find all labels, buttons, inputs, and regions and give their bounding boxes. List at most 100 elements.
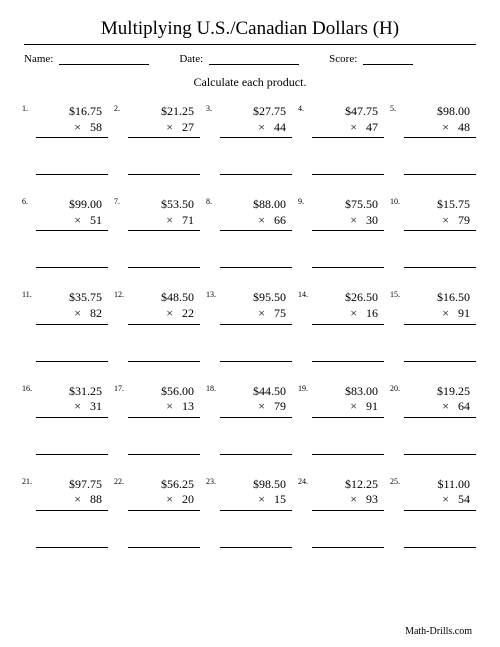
page-title: Multiplying U.S./Canadian Dollars (H) [24, 18, 476, 40]
problem-number: 7. [114, 197, 120, 207]
multiplier-row: × 54 [404, 492, 476, 508]
problem-rule [404, 510, 476, 511]
answer-line[interactable] [312, 454, 384, 455]
multiplicand: $21.25 [128, 104, 200, 120]
multiplier-row: × 48 [404, 120, 476, 136]
answer-line[interactable] [404, 174, 476, 175]
multiplicand: $44.50 [220, 384, 292, 400]
name-field-line[interactable] [59, 54, 149, 65]
answer-line[interactable] [404, 454, 476, 455]
multiplier-row: × 27 [128, 120, 200, 136]
answer-line[interactable] [128, 174, 200, 175]
answer-line[interactable] [36, 547, 108, 548]
answer-line[interactable] [404, 547, 476, 548]
problem-rule [220, 417, 292, 418]
multiplier-row: × 79 [220, 399, 292, 415]
problem: 17.$56.00× 13 [116, 384, 200, 455]
problem: 4.$47.75× 47 [300, 104, 384, 175]
answer-line[interactable] [404, 361, 476, 362]
problem-number: 3. [206, 104, 212, 114]
problem-rule [404, 324, 476, 325]
problem-rule [128, 417, 200, 418]
problem-rule [36, 137, 108, 138]
problem: 14.$26.50× 16 [300, 290, 384, 361]
multiplicand: $97.75 [36, 477, 108, 493]
multiplicand: $27.75 [220, 104, 292, 120]
problem: 12.$48.50× 22 [116, 290, 200, 361]
problem-number: 22. [114, 477, 124, 487]
multiplicand: $16.75 [36, 104, 108, 120]
problem: 6. $99.00× 51 [24, 197, 108, 268]
answer-line[interactable] [312, 267, 384, 268]
answer-line[interactable] [404, 267, 476, 268]
problem-number: 18. [206, 384, 216, 394]
problem-number: 16. [22, 384, 32, 394]
date-field-line[interactable] [209, 54, 299, 65]
multiplicand: $31.25 [36, 384, 108, 400]
problem: 10.$15.75× 79 [392, 197, 476, 268]
answer-line[interactable] [312, 361, 384, 362]
answer-line[interactable] [36, 454, 108, 455]
problem: 11.$35.75× 82 [24, 290, 108, 361]
multiplicand: $56.25 [128, 477, 200, 493]
problem-number: 11. [22, 290, 32, 300]
worksheet-page: Multiplying U.S./Canadian Dollars (H) Na… [0, 0, 500, 647]
multiplier-row: × 75 [220, 306, 292, 322]
name-label: Name: [24, 53, 53, 65]
problem-rule [220, 230, 292, 231]
problem-grid: 1.$16.75× 582.$21.25× 273.$27.75× 444.$4… [24, 104, 476, 548]
problem-number: 1. [22, 104, 28, 114]
answer-line[interactable] [220, 547, 292, 548]
problem: 18. $44.50× 79 [208, 384, 292, 455]
multiplier-row: × 51 [36, 213, 108, 229]
problem: 13.$95.50× 75 [208, 290, 292, 361]
answer-line[interactable] [312, 547, 384, 548]
problem-rule [128, 137, 200, 138]
problem-rule [220, 510, 292, 511]
answer-line[interactable] [128, 267, 200, 268]
multiplier-row: × 16 [312, 306, 384, 322]
answer-line[interactable] [312, 174, 384, 175]
answer-line[interactable] [36, 267, 108, 268]
answer-line[interactable] [36, 361, 108, 362]
problem-number: 23. [206, 477, 216, 487]
score-field-line[interactable] [363, 54, 413, 65]
problem: 20.$19.25× 64 [392, 384, 476, 455]
problem-number: 20. [390, 384, 400, 394]
problem: 25.$11.00× 54 [392, 477, 476, 548]
answer-line[interactable] [36, 174, 108, 175]
score-label: Score: [329, 53, 357, 65]
answer-line[interactable] [220, 361, 292, 362]
multiplicand: $99.00 [36, 197, 108, 213]
multiplicand: $56.00 [128, 384, 200, 400]
problem-number: 6. [22, 197, 28, 207]
problem-rule [404, 137, 476, 138]
problem-rule [404, 230, 476, 231]
multiplier-row: × 93 [312, 492, 384, 508]
multiplicand: $48.50 [128, 290, 200, 306]
multiplier-row: × 58 [36, 120, 108, 136]
problem: 3.$27.75× 44 [208, 104, 292, 175]
answer-line[interactable] [220, 454, 292, 455]
problem-number: 24. [298, 477, 308, 487]
problem: 5.$98.00× 48 [392, 104, 476, 175]
multiplier-row: × 66 [220, 213, 292, 229]
problem-rule [36, 230, 108, 231]
answer-line[interactable] [128, 547, 200, 548]
problem-number: 17. [114, 384, 124, 394]
problem: 23.$98.50× 15 [208, 477, 292, 548]
problem-number: 12. [114, 290, 124, 300]
problem-rule [312, 137, 384, 138]
problem: 7.$53.50× 71 [116, 197, 200, 268]
answer-line[interactable] [220, 174, 292, 175]
problem: 9.$75.50× 30 [300, 197, 384, 268]
problem: 2.$21.25× 27 [116, 104, 200, 175]
answer-line[interactable] [128, 454, 200, 455]
answer-line[interactable] [220, 267, 292, 268]
multiplicand: $88.00 [220, 197, 292, 213]
problem-number: 14. [298, 290, 308, 300]
problem-number: 8. [206, 197, 212, 207]
problem: 19.$83.00× 91 [300, 384, 384, 455]
multiplier-row: × 82 [36, 306, 108, 322]
answer-line[interactable] [128, 361, 200, 362]
